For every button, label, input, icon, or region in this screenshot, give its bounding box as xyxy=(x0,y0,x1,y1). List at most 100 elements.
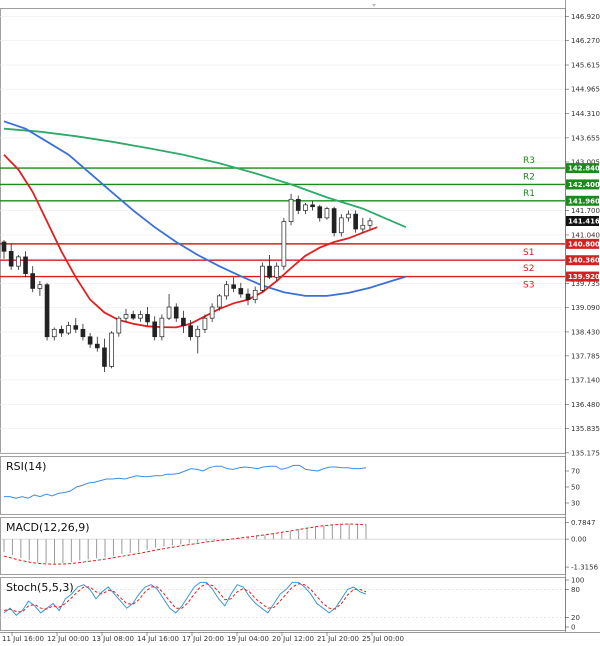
price-tick-label: 141.040 xyxy=(571,231,600,239)
candle xyxy=(224,281,229,300)
price-tick-label: 139.090 xyxy=(571,304,600,312)
candle-body xyxy=(87,336,93,345)
candle xyxy=(353,210,358,233)
candle xyxy=(181,310,186,334)
candle-body xyxy=(331,208,337,234)
time-tick-label: 12 Jul 00:00 xyxy=(47,635,89,643)
panel-title: Stoch(5,5,3) xyxy=(6,581,74,594)
price-tick-label: 139.735 xyxy=(571,280,600,288)
stoch-d-line xyxy=(3,583,367,613)
candle xyxy=(1,240,7,259)
candle-body xyxy=(310,204,315,208)
level-label-r2: R2 xyxy=(523,172,535,182)
candle-body xyxy=(173,306,179,319)
candle xyxy=(360,217,366,233)
time-tick-label: 25 Jul 00:00 xyxy=(362,635,404,643)
time-tick-label: 13 Jul 08:00 xyxy=(92,635,134,643)
candle-body xyxy=(238,288,244,295)
candle-body xyxy=(44,284,50,338)
sub-tick-label: 100 xyxy=(571,577,584,585)
time-tick-label: 14 Jul 16:00 xyxy=(137,635,179,643)
candle-body xyxy=(116,317,122,334)
price-tick-label: 144.965 xyxy=(571,86,600,94)
candle-body xyxy=(324,208,330,219)
candle-body xyxy=(73,325,79,330)
sub-tick-label: 80 xyxy=(571,586,580,594)
candle xyxy=(252,286,258,304)
price-tick-label: 136.480 xyxy=(571,401,600,409)
level-price-tag xyxy=(566,238,599,249)
candle xyxy=(102,338,107,373)
candle xyxy=(173,303,179,322)
candle xyxy=(109,331,114,369)
macd-panel xyxy=(0,517,566,575)
level-price-tag-text: 142.840 xyxy=(568,165,600,173)
candle-body xyxy=(30,273,36,289)
price-tick-label: 135.175 xyxy=(571,449,600,457)
candle xyxy=(317,204,323,222)
stoch-k-line xyxy=(3,581,367,616)
candle-body xyxy=(37,284,43,289)
candle xyxy=(310,201,315,211)
candle xyxy=(295,195,301,215)
panel-title: MACD(12,26,9) xyxy=(6,521,90,534)
candle-body xyxy=(346,213,351,219)
candle-body xyxy=(202,317,208,330)
candle-body xyxy=(145,314,150,323)
candle xyxy=(338,214,344,237)
candle xyxy=(152,316,158,341)
price-tick-label: 141.700 xyxy=(571,207,600,215)
time-tick-label: 19 Jul 04:00 xyxy=(227,635,269,643)
candle-body xyxy=(123,314,129,319)
candle-body xyxy=(80,328,86,338)
level-label-s2: S2 xyxy=(523,264,534,274)
level-price-tag xyxy=(566,195,599,206)
candle-body xyxy=(152,321,158,338)
level-price-tag xyxy=(566,179,599,190)
level-price-tag-text: 141.960 xyxy=(568,197,600,205)
ma-slow-line xyxy=(3,127,407,229)
sub-tick-label: 70 xyxy=(571,468,580,476)
time-tick-label: 17 Jul 20:00 xyxy=(182,635,224,643)
candle xyxy=(130,310,136,321)
candle-body xyxy=(23,256,28,274)
candle xyxy=(209,303,215,322)
candle xyxy=(145,307,150,326)
ma-mid-line xyxy=(3,120,407,297)
candle xyxy=(66,321,71,335)
candle xyxy=(331,206,337,237)
price-tick-label: 143.655 xyxy=(571,134,600,142)
level-label-s1: S1 xyxy=(523,248,534,258)
candle xyxy=(231,277,236,293)
candle-body xyxy=(102,347,107,367)
macd-signal-line xyxy=(3,523,367,565)
candle-body xyxy=(16,256,21,267)
candle xyxy=(245,288,251,306)
candle-body xyxy=(138,314,143,319)
candle xyxy=(346,210,351,222)
sub-tick-label: 0.00 xyxy=(571,536,587,544)
candle-body xyxy=(317,206,323,219)
candle xyxy=(8,243,14,270)
candle-body xyxy=(338,217,344,234)
rsi-line xyxy=(4,464,367,499)
candle-body xyxy=(66,325,71,334)
candle xyxy=(138,310,143,322)
level-price-tag xyxy=(566,271,599,282)
candle xyxy=(188,320,193,341)
candle-body xyxy=(166,306,172,319)
candle-body xyxy=(224,284,229,297)
price-tick-label: 137.140 xyxy=(571,376,600,384)
sub-tick-label: 20 xyxy=(571,614,580,622)
level-label-r3: R3 xyxy=(523,156,535,166)
candle xyxy=(30,266,36,293)
candle-body xyxy=(303,204,308,211)
candle-body xyxy=(1,241,7,252)
price-tick-label: 146.270 xyxy=(571,37,600,45)
level-price-tag-text: 140.800 xyxy=(568,240,600,248)
candle xyxy=(367,217,373,230)
price-tick-label: 143.005 xyxy=(571,158,600,166)
candle xyxy=(59,325,64,337)
candle xyxy=(23,251,28,278)
